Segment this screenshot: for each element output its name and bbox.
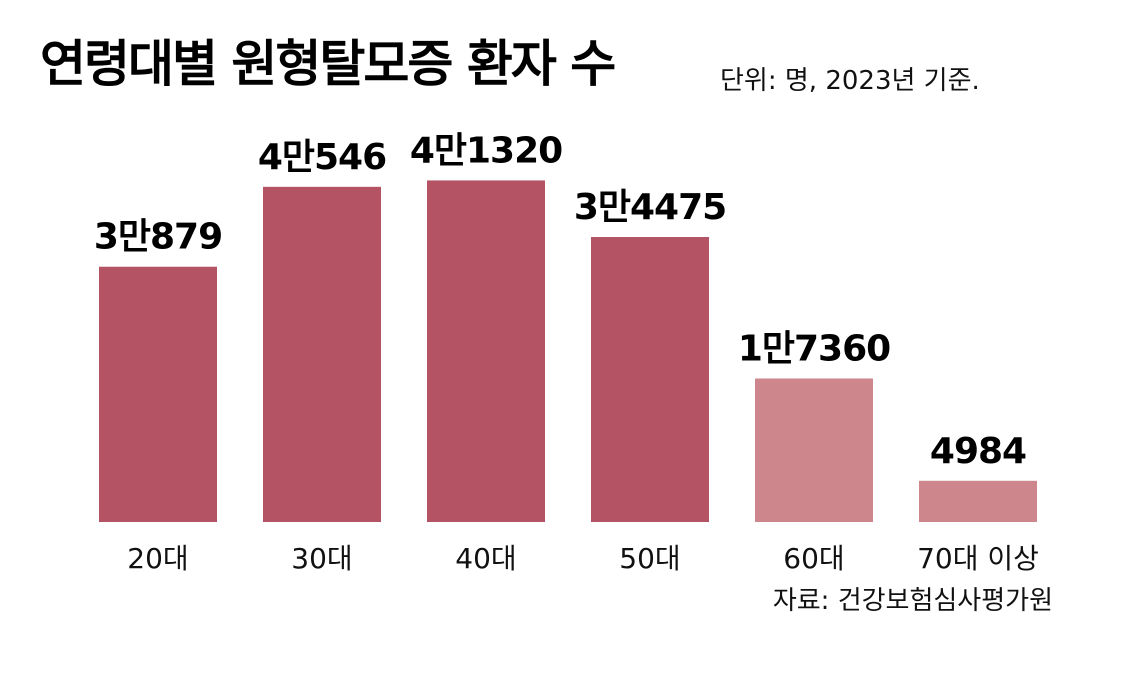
x-tick-label-2: 30대 <box>291 542 352 575</box>
data-label-5: 1만7360 <box>738 328 890 369</box>
x-tick-label-5: 60대 <box>783 542 844 575</box>
source-note: 자료: 건강보험심사평가원 <box>772 586 1053 616</box>
data-label-4: 3만4475 <box>574 187 726 228</box>
x-tick-label-3: 40대 <box>455 542 516 575</box>
data-label-3: 4만1320 <box>410 130 562 171</box>
x-tick-label-6: 70대 이상 <box>917 542 1039 575</box>
bar-6 <box>919 480 1037 522</box>
bar-1 <box>99 266 217 522</box>
data-label-1: 3만879 <box>94 217 222 258</box>
unit-note: 단위: 명, 2023년 기준. <box>720 66 980 96</box>
data-label-6: 4984 <box>930 431 1026 472</box>
bar-5 <box>755 378 873 522</box>
bar-4 <box>591 237 709 523</box>
x-tick-label-1: 20대 <box>127 542 188 575</box>
chart-title: 연령대별 원형탈모증 환자 수 <box>40 35 616 93</box>
x-tick-label-4: 50대 <box>619 542 680 575</box>
data-label-2: 4만546 <box>258 137 386 178</box>
bar-3 <box>427 180 545 522</box>
bar-2 <box>263 186 381 522</box>
